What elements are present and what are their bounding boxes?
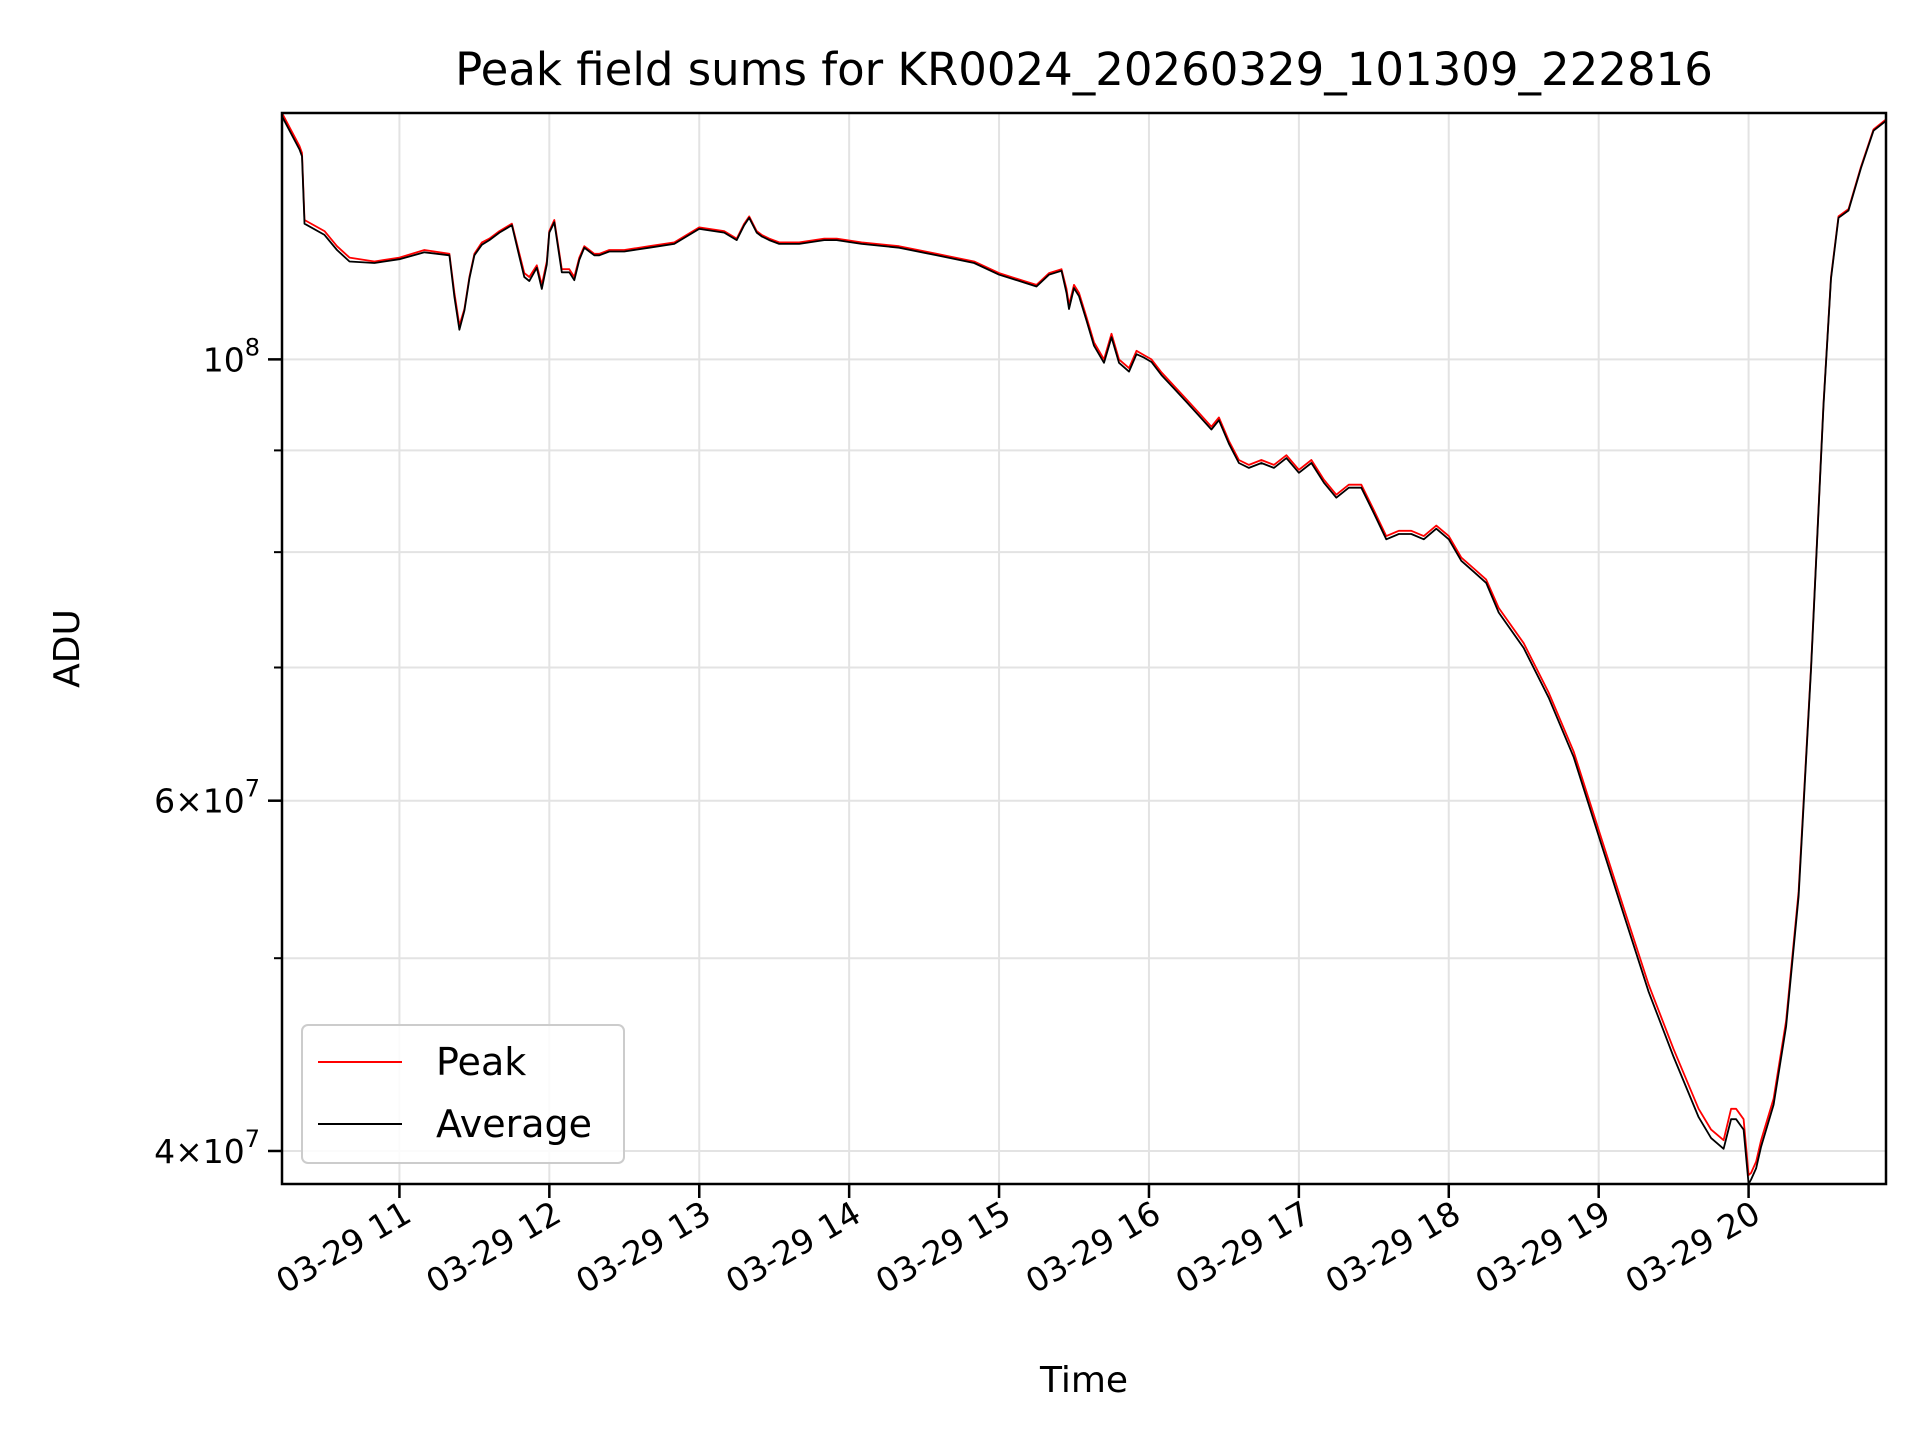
y-tick-exponent: 7 <box>245 775 260 803</box>
y-tick-times: × <box>175 1132 203 1171</box>
legend-label-average: Average <box>436 1102 592 1146</box>
y-tick-times: × <box>175 782 203 821</box>
plot-frame <box>280 111 1888 1186</box>
grid-layer <box>282 113 1886 1184</box>
y-tick-mantissa: 4 <box>154 1132 175 1171</box>
series-line-average <box>282 115 1886 1184</box>
legend-label-peak: Peak <box>436 1040 526 1084</box>
legend-box <box>301 1024 625 1164</box>
y-tick-exponent: 8 <box>245 333 260 361</box>
y-axis-title: ADU <box>47 609 88 688</box>
series-layer <box>282 113 1886 1184</box>
y-tick-label: 108 <box>203 333 260 379</box>
y-tick-exponent: 7 <box>245 1125 260 1153</box>
y-tick-label: 6×107 <box>154 775 260 821</box>
x-axis-title: Time <box>1039 1360 1128 1401</box>
series-line-peak <box>282 113 1886 1176</box>
y-tick-base: 10 <box>203 1132 245 1171</box>
y-tick-base: 10 <box>203 782 245 821</box>
legend: Peak Average <box>301 1024 625 1164</box>
y-tick-label: 4×107 <box>154 1125 260 1171</box>
y-tick-base: 10 <box>203 340 245 379</box>
chart-title: Peak field sums for KR0024_20260329_1013… <box>455 43 1713 96</box>
y-tick-mantissa: 6 <box>154 782 175 821</box>
